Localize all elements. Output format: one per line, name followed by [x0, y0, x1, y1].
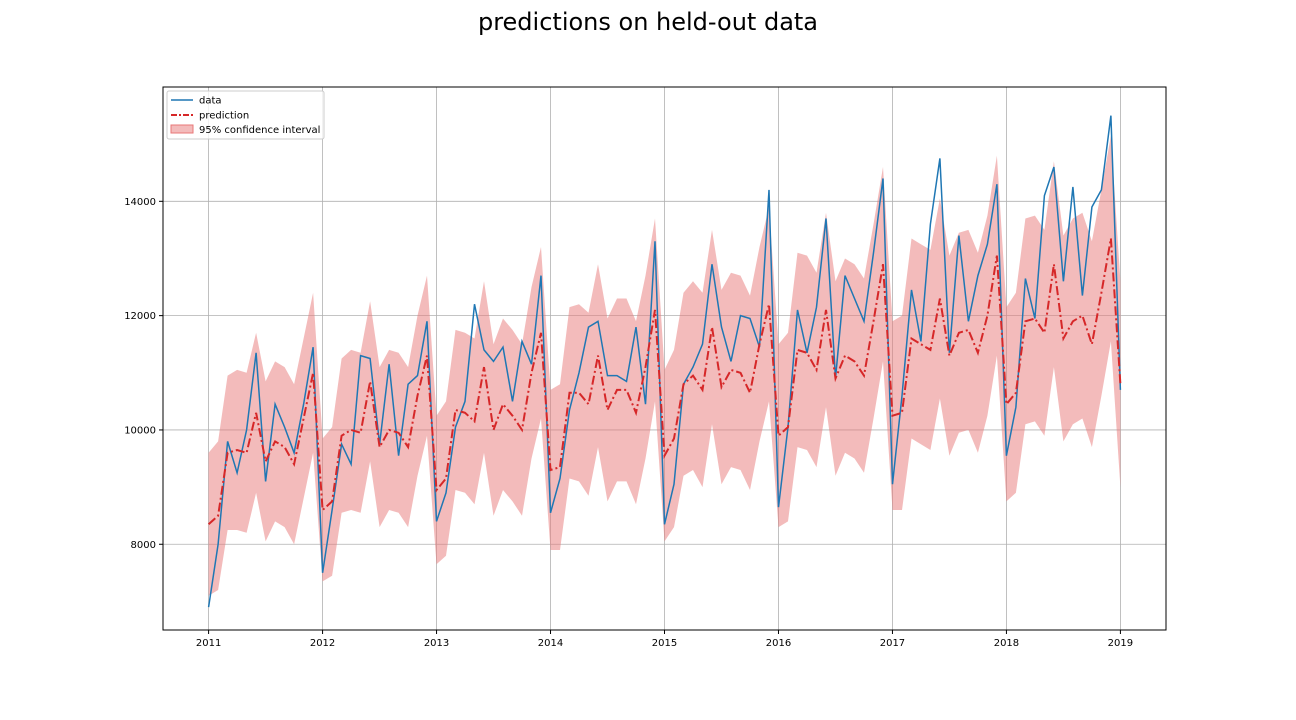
x-tick-label: 2012	[310, 638, 335, 649]
chart-title: predictions on held-out data	[477, 8, 819, 36]
x-axis: 2011 2012 2013 2014 2015 2016 2017 2018 2019	[196, 630, 1133, 649]
legend-prediction-label: prediction	[199, 111, 249, 122]
legend-ci-swatch	[170, 124, 194, 134]
x-tick-label: 2015	[652, 638, 677, 649]
y-tick-label: 14000	[124, 197, 156, 208]
legend-data-label: data	[199, 96, 222, 107]
x-tick-label: 2014	[538, 638, 563, 649]
data-series-line	[207, 115, 1122, 608]
x-tick-label: 2016	[766, 638, 791, 649]
x-tick-label: 2017	[880, 638, 905, 649]
y-tick-label: 12000	[124, 311, 156, 322]
y-axis: 8000 10000 12000 14000	[124, 197, 163, 551]
x-tick-label: 2011	[196, 638, 221, 649]
legend-box	[166, 90, 325, 140]
y-tick-label: 10000	[124, 425, 156, 436]
x-tick-label: 2013	[424, 638, 449, 649]
y-tick-label: 8000	[131, 540, 156, 551]
x-tick-label: 2019	[1108, 638, 1133, 649]
prediction-series-line	[207, 238, 1122, 526]
legend-ci-label: 95% confidence interval	[199, 125, 320, 136]
legend: data prediction 95% confidence interval	[166, 90, 325, 140]
x-tick-label: 2018	[994, 638, 1019, 649]
